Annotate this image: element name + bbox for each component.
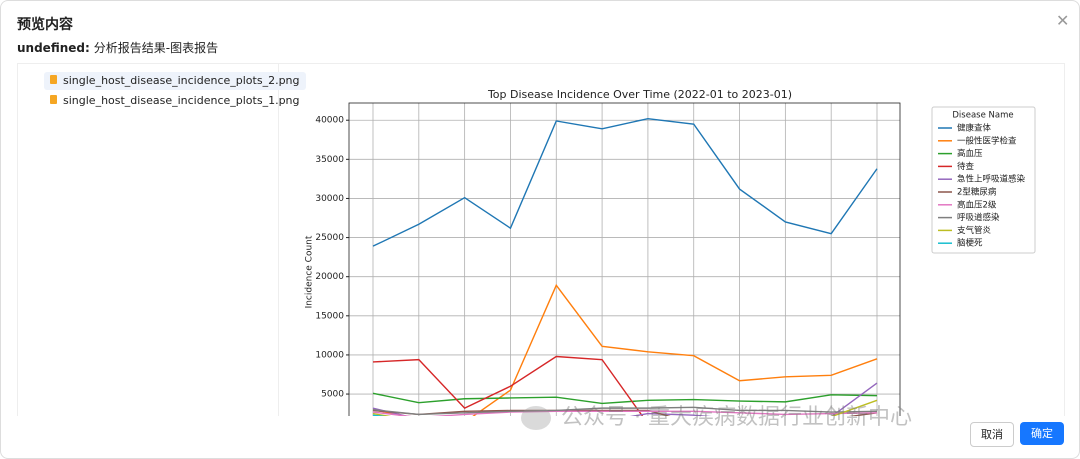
content-panel: single_host_disease_incidence_plots_2.pn… (17, 63, 1065, 416)
watermark: 公众号 · 重大疾病数据行业创新中心 (521, 399, 912, 431)
series-line (372, 410, 878, 416)
y-tick-label: 35000 (315, 155, 344, 165)
legend-label: 健康查体 (957, 123, 992, 134)
subtitle-text: 分析报告结果-图表报告 (93, 41, 219, 55)
cancel-button[interactable]: 取消 (970, 422, 1014, 447)
series-line (372, 283, 878, 416)
plot-frame (348, 102, 901, 416)
y-tick-label: 25000 (315, 233, 344, 243)
confirm-button[interactable]: 确定 (1020, 422, 1064, 445)
file-item[interactable]: single_host_disease_incidence_plots_1.pn… (44, 92, 306, 110)
chart: Top Disease Incidence Over Time (2022-01… (305, 88, 1036, 416)
legend-label: 待查 (957, 161, 975, 172)
legend-label: 呼吸道感染 (957, 212, 1000, 223)
chart-title: Top Disease Incidence Over Time (2022-01… (487, 88, 792, 101)
legend-title: Disease Name (952, 111, 1013, 121)
y-tick-label: 5000 (321, 390, 344, 400)
y-tick-label: 40000 (315, 116, 344, 126)
legend-label: 急性上呼吸道感染 (957, 174, 1026, 185)
legend-box (931, 106, 1036, 254)
series-line (372, 409, 878, 416)
file-name: single_host_disease_incidence_plots_2.pn… (63, 74, 300, 87)
close-button[interactable]: ✕ (1056, 11, 1070, 30)
series-line (372, 406, 878, 416)
series-line (372, 117, 878, 247)
legend-label: 脑梗死 (957, 238, 983, 249)
subtitle-label: undefined: (17, 41, 90, 55)
plot-area (372, 117, 878, 416)
legend-label: 支气管炎 (957, 225, 992, 236)
legend-label: 一般性医学检查 (957, 135, 1017, 146)
watermark-text: 公众号 · 重大疾病数据行业创新中心 (561, 405, 912, 430)
legend-label: 2型糖尿病 (957, 187, 997, 198)
legend-label: 高血压2级 (957, 199, 997, 210)
y-tick-label: 10000 (315, 350, 344, 360)
subtitle: undefined: 分析报告结果-图表报告 (17, 39, 218, 56)
y-tick-label: 30000 (315, 194, 344, 204)
y-tick-label: 15000 (315, 311, 344, 321)
y-tick-label: 20000 (315, 272, 344, 282)
file-list: single_host_disease_incidence_plots_2.pn… (18, 64, 306, 416)
file-item[interactable]: single_host_disease_incidence_plots_2.pn… (44, 72, 306, 90)
series-line (372, 355, 644, 416)
y-axis-label: Incidence Count (305, 235, 315, 308)
dialog-title: 预览内容 (17, 17, 73, 33)
file-name: single_host_disease_incidence_plots_1.pn… (63, 94, 300, 107)
legend-label: 高血压 (957, 148, 983, 159)
